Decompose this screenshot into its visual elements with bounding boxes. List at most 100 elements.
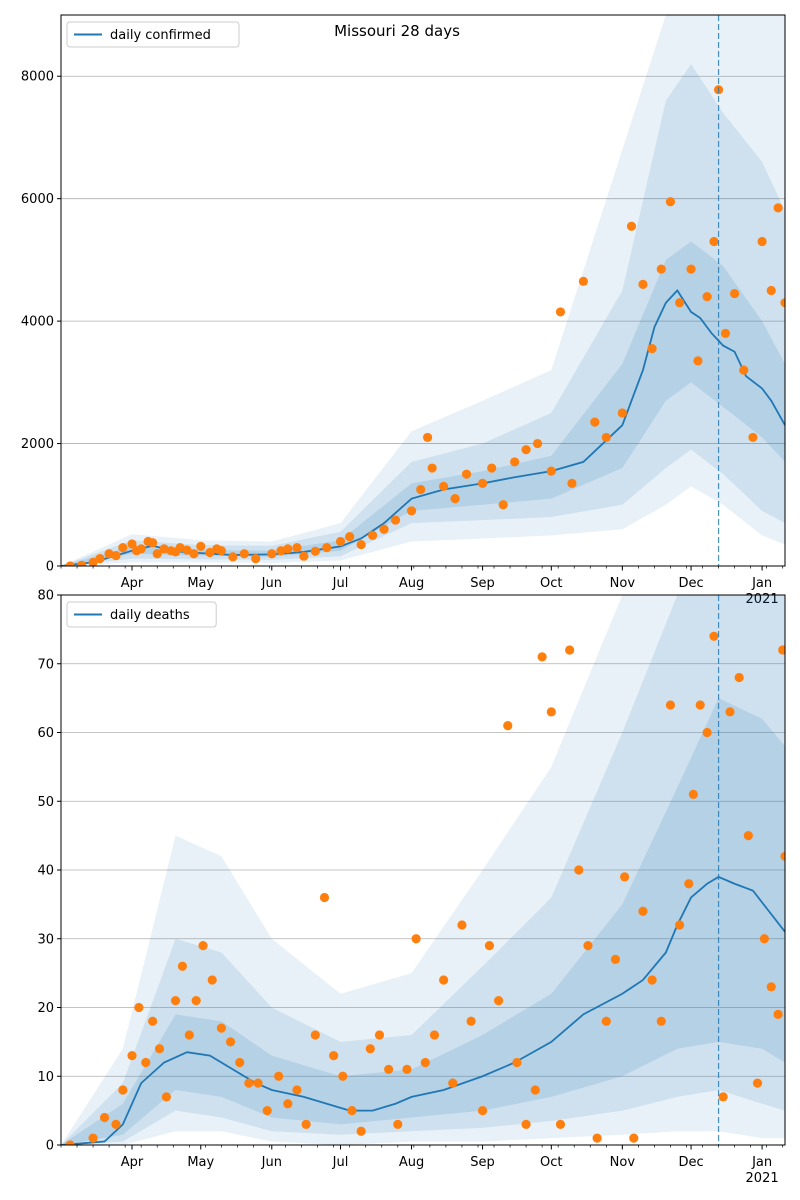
- data-point: [718, 1092, 728, 1102]
- data-point: [356, 1126, 366, 1136]
- data-point: [686, 264, 696, 274]
- x-tick-label: Sep: [470, 576, 495, 591]
- data-point: [322, 543, 332, 553]
- legend-box: [66, 601, 217, 628]
- data-point: [267, 549, 277, 559]
- data-point: [292, 1085, 302, 1095]
- data-point: [77, 560, 87, 566]
- data-point: [695, 700, 705, 710]
- x-tick-label: Nov: [610, 576, 636, 591]
- data-point: [477, 478, 488, 488]
- data-point: [347, 1106, 357, 1116]
- data-point: [262, 1106, 272, 1116]
- x-tick-label: Oct: [540, 1155, 562, 1170]
- data-point: [778, 645, 785, 655]
- data-point: [118, 543, 128, 553]
- data-point: [638, 906, 648, 916]
- data-point: [253, 1078, 263, 1088]
- x-tick-label: Dec: [678, 1155, 703, 1170]
- data-point: [319, 892, 330, 903]
- data-point: [65, 1140, 75, 1145]
- plot-area: [61, 595, 785, 1145]
- data-point: [766, 982, 776, 992]
- data-point: [283, 544, 293, 554]
- data-point: [461, 469, 472, 479]
- data-point: [216, 546, 226, 556]
- legend-label: daily confirmed: [110, 28, 211, 43]
- data-point: [494, 996, 504, 1006]
- data-point: [752, 1078, 763, 1088]
- data-point: [555, 307, 566, 317]
- data-point: [127, 539, 137, 549]
- data-point: [99, 1112, 110, 1123]
- data-point: [118, 1085, 128, 1095]
- axes-frame: [60, 14, 786, 567]
- y-tick-label: 10: [37, 1070, 54, 1085]
- data-point: [748, 432, 758, 443]
- data-point: [95, 554, 105, 564]
- data-point: [127, 1051, 137, 1061]
- x-tick-label: Jun: [261, 576, 282, 591]
- data-point: [601, 1016, 611, 1026]
- data-point: [406, 506, 417, 516]
- data-point: [338, 1071, 348, 1081]
- data-point: [592, 1133, 602, 1143]
- data-point: [532, 438, 543, 449]
- data-point: [196, 541, 206, 552]
- data-point: [274, 1071, 284, 1081]
- confidence-band-inner: [61, 241, 785, 566]
- data-point: [411, 934, 421, 944]
- data-point: [720, 328, 731, 338]
- data-point: [684, 879, 694, 889]
- y-tick-label: 0: [46, 560, 54, 575]
- y-tick-label: 20: [37, 1001, 54, 1016]
- y-tick-label: 6000: [21, 192, 54, 207]
- data-point: [111, 550, 121, 561]
- data-point: [207, 975, 217, 985]
- data-point: [216, 1023, 226, 1033]
- data-point: [546, 707, 556, 717]
- series-line: [61, 875, 785, 1145]
- data-point: [484, 941, 495, 951]
- data-point: [225, 1037, 236, 1047]
- x-tick-label: Jan: [751, 1155, 772, 1170]
- data-point: [251, 554, 261, 564]
- data-point: [743, 831, 753, 841]
- data-point: [647, 344, 657, 354]
- data-point: [170, 996, 181, 1006]
- y-tick-label: 8000: [21, 70, 54, 85]
- data-point: [578, 276, 588, 286]
- data-point: [530, 1085, 540, 1095]
- data-point: [161, 1092, 171, 1102]
- data-point: [780, 851, 785, 861]
- y-tick-label: 80: [37, 589, 54, 604]
- data-point: [184, 1030, 194, 1040]
- data-point: [191, 996, 201, 1006]
- x-tick-label: Oct: [540, 576, 562, 591]
- data-point: [510, 457, 520, 467]
- data-point: [725, 707, 735, 717]
- confidence-band-middle: [61, 595, 785, 1145]
- data-point: [235, 1057, 245, 1068]
- data-point: [141, 1057, 151, 1068]
- data-point: [521, 445, 531, 455]
- data-point: [310, 546, 320, 556]
- data-point: [734, 672, 744, 683]
- data-point: [757, 236, 767, 247]
- chart-title: Missouri 28 days: [334, 22, 460, 40]
- x-year-label: 2021: [746, 1171, 779, 1186]
- x-tick-label: Jan: [751, 576, 772, 591]
- data-point: [688, 789, 698, 799]
- data-point: [420, 1057, 430, 1068]
- y-tick-label: 50: [37, 795, 54, 810]
- data-point: [457, 920, 467, 930]
- data-point: [379, 524, 389, 534]
- data-point: [448, 1078, 458, 1088]
- x-year-label: 2021: [746, 592, 779, 607]
- confidence-band-outer: [61, 15, 785, 566]
- data-point: [152, 549, 162, 559]
- legend: daily deaths: [66, 601, 217, 628]
- data-point: [439, 481, 449, 492]
- data-point: [773, 203, 783, 213]
- confidence-band-outer: [61, 595, 785, 1145]
